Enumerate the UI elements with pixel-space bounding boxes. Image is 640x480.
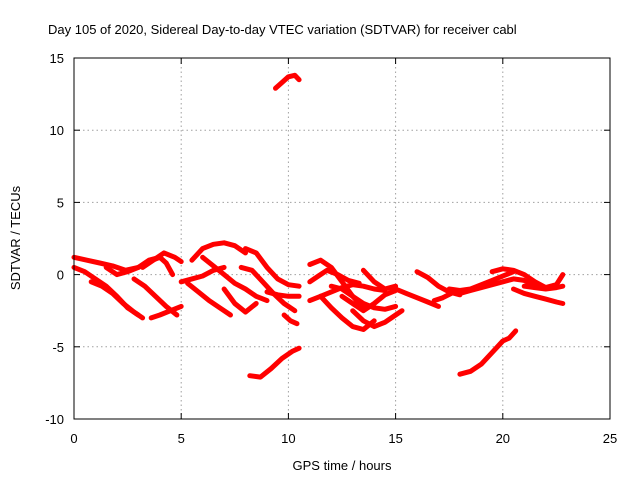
series-line-track-30	[446, 269, 516, 293]
x-tick-label: 25	[603, 431, 617, 446]
y-tick-label: -5	[52, 340, 64, 355]
series-line-track-25	[350, 308, 405, 330]
series-line-track-23	[328, 283, 399, 312]
series-line-track-32	[489, 266, 566, 291]
series-line-track-3	[88, 279, 146, 321]
series-line-track-27	[393, 286, 441, 309]
y-tick-label: 5	[57, 195, 64, 210]
x-tick-label: 20	[496, 431, 510, 446]
ticks	[73, 57, 611, 420]
series-line-track-13	[238, 264, 298, 314]
x-tick-label: 0	[70, 431, 77, 446]
series-line-track-35	[457, 328, 519, 377]
chart-title: Day 105 of 2020, Sidereal Day-to-day VTE…	[48, 22, 517, 37]
series-line-track-17	[247, 345, 302, 380]
plot-frame	[73, 57, 611, 420]
series-line-track-14	[243, 246, 302, 289]
series-line-track-24	[339, 288, 399, 314]
y-tick-label: 10	[50, 123, 64, 138]
x-tick-label: 5	[178, 431, 185, 446]
y-tick-label: 15	[50, 51, 64, 66]
series-line-track-31	[457, 276, 538, 296]
tick-labels: 0 5 10 15 20 25 -10 -5 0 5 10 15	[45, 51, 617, 446]
series-line-track-12	[221, 286, 259, 315]
series-line-track-7	[140, 250, 184, 270]
y-tick-label: -10	[45, 412, 64, 427]
series-line-track-34	[521, 283, 566, 292]
series-line-track-33	[511, 286, 566, 306]
series-line-track-22	[318, 293, 377, 332]
series-line-track-15	[264, 289, 302, 299]
series-line-track-6	[148, 303, 184, 321]
y-axis-label: SDTVAR / TECUs	[8, 185, 23, 290]
series-line-track-10	[189, 240, 248, 263]
series-line-track-9	[185, 280, 233, 318]
series-line-track-18	[273, 72, 302, 91]
series-line-track-26	[360, 267, 399, 292]
x-axis-label: GPS time / hours	[293, 458, 392, 473]
grid	[74, 58, 610, 419]
series-line-track-11	[200, 254, 270, 304]
x-tick-label: 15	[388, 431, 402, 446]
x-tick-label: 10	[281, 431, 295, 446]
y-tick-label: 0	[57, 268, 64, 283]
series-line-track-16	[281, 312, 300, 327]
series-group	[71, 72, 566, 380]
